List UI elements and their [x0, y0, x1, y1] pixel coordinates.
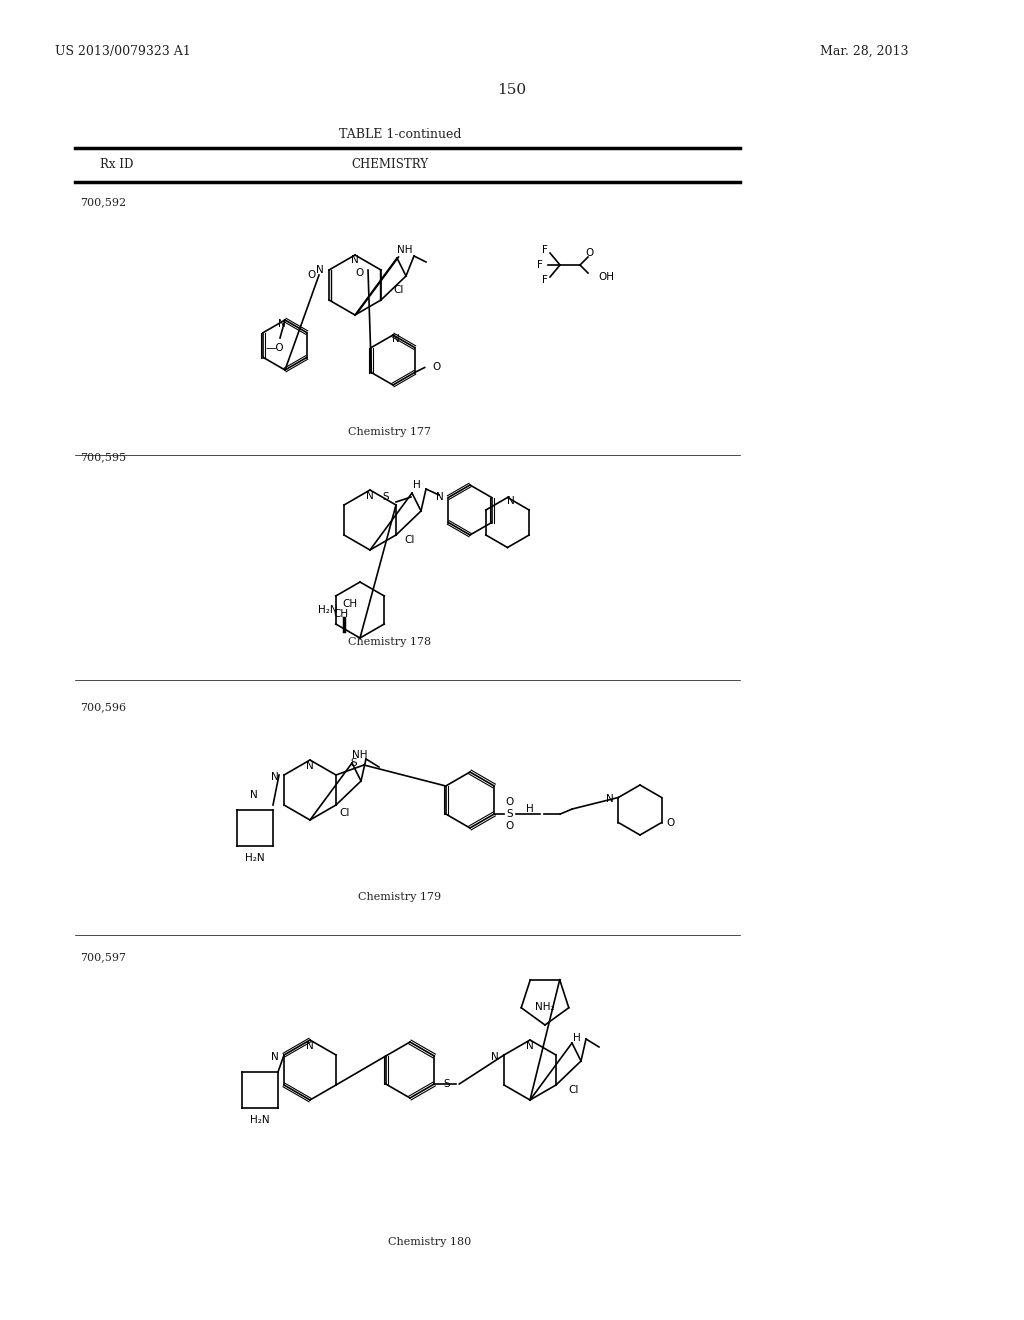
Text: H: H	[526, 804, 535, 814]
Text: Cl: Cl	[568, 1085, 579, 1096]
Text: N: N	[605, 795, 613, 804]
Text: F: F	[542, 275, 548, 285]
Text: F: F	[542, 246, 548, 255]
Text: CHEMISTRY: CHEMISTRY	[351, 158, 429, 172]
Text: N: N	[306, 1041, 314, 1051]
Text: H₂N: H₂N	[250, 1115, 269, 1125]
Text: 700,595: 700,595	[80, 451, 126, 462]
Text: O: O	[307, 271, 315, 280]
Text: N: N	[435, 492, 443, 503]
Text: N: N	[507, 496, 514, 507]
Text: US 2013/0079323 A1: US 2013/0079323 A1	[55, 45, 190, 58]
Text: NH: NH	[352, 750, 368, 760]
Text: Cl: Cl	[339, 808, 349, 818]
Text: H: H	[573, 1034, 581, 1043]
Text: N: N	[526, 1041, 534, 1051]
Text: Cl: Cl	[404, 535, 415, 545]
Text: O: O	[586, 248, 594, 257]
Text: S: S	[506, 809, 513, 818]
Text: Mar. 28, 2013: Mar. 28, 2013	[820, 45, 908, 58]
Text: O: O	[667, 817, 675, 828]
Text: O: O	[505, 797, 513, 807]
Text: H: H	[413, 480, 421, 490]
Text: Chemistry 178: Chemistry 178	[348, 638, 431, 647]
Text: NH: NH	[397, 246, 413, 255]
Text: CH: CH	[342, 599, 357, 609]
Text: NH₂: NH₂	[536, 1002, 555, 1012]
Text: CH: CH	[333, 609, 348, 619]
Text: H₂N: H₂N	[318, 605, 338, 615]
Text: N: N	[271, 1052, 279, 1063]
Text: 700,597: 700,597	[80, 952, 126, 962]
Text: —O: —O	[265, 343, 285, 352]
Text: S: S	[383, 492, 389, 502]
Text: OH: OH	[598, 272, 614, 282]
Text: N: N	[367, 491, 374, 502]
Text: O: O	[505, 821, 513, 832]
Text: Rx ID: Rx ID	[100, 158, 133, 172]
Text: TABLE 1-continued: TABLE 1-continued	[339, 128, 461, 141]
Text: Chemistry 179: Chemistry 179	[358, 892, 441, 902]
Text: Chemistry 180: Chemistry 180	[388, 1237, 472, 1247]
Text: O: O	[356, 268, 365, 279]
Text: H₂N: H₂N	[245, 853, 265, 863]
Text: F: F	[537, 260, 543, 271]
Text: N: N	[392, 334, 400, 345]
Text: O: O	[432, 363, 440, 372]
Text: N: N	[306, 762, 314, 771]
Text: Cl: Cl	[393, 285, 403, 294]
Text: N: N	[492, 1052, 499, 1063]
Text: N: N	[250, 789, 258, 800]
Text: 150: 150	[498, 83, 526, 96]
Text: N: N	[316, 265, 324, 275]
Text: 700,592: 700,592	[80, 197, 126, 207]
Text: 700,596: 700,596	[80, 702, 126, 711]
Text: N: N	[351, 255, 358, 265]
Text: N: N	[279, 319, 286, 329]
Text: S: S	[350, 758, 357, 768]
Text: Chemistry 177: Chemistry 177	[348, 426, 431, 437]
Text: S: S	[443, 1078, 450, 1089]
Text: N: N	[271, 772, 279, 781]
